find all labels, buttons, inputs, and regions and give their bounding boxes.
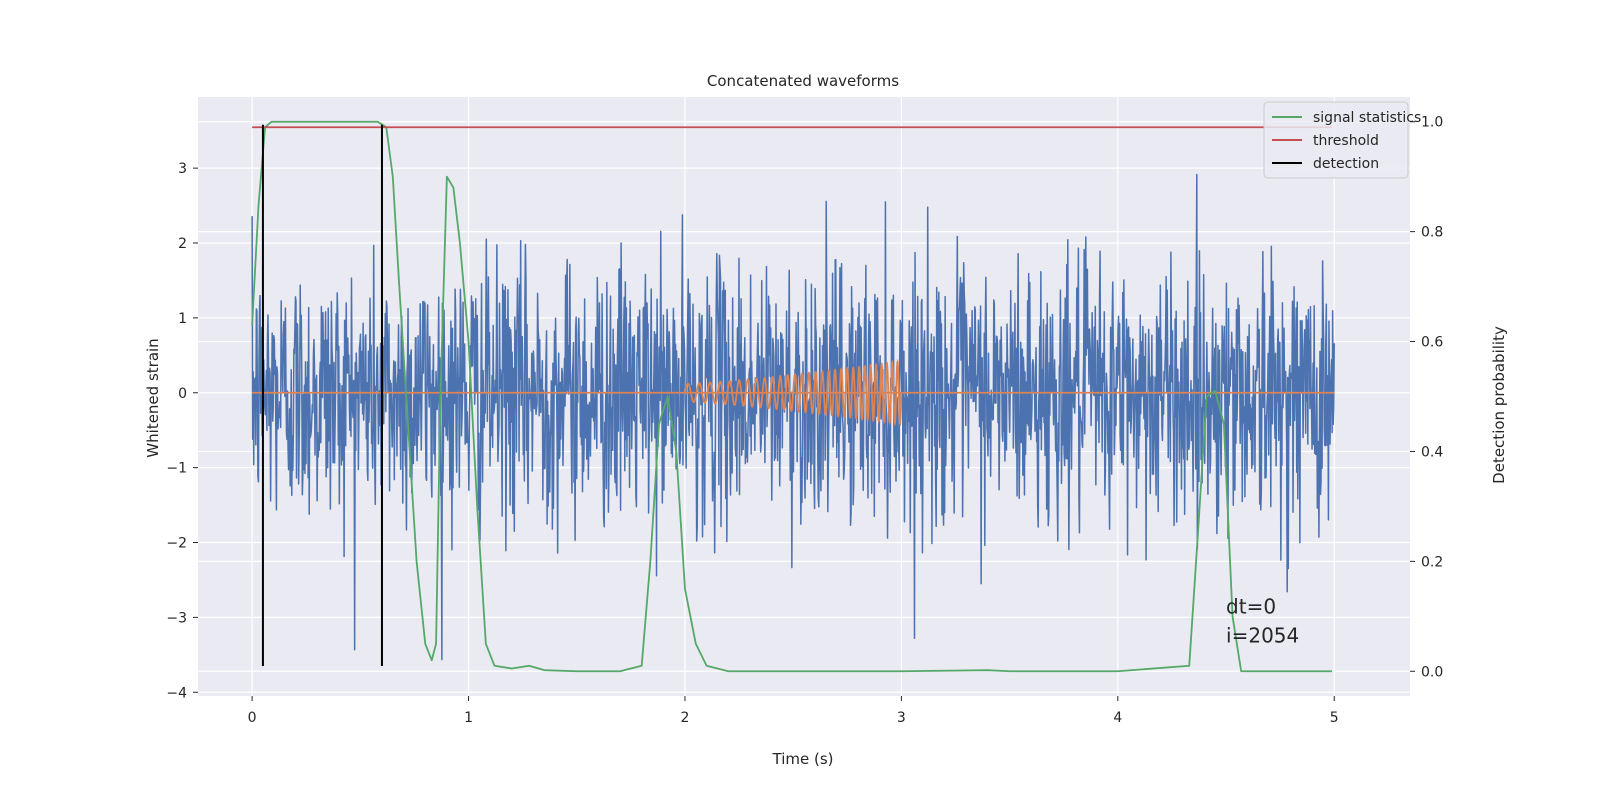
y-tick-label: −2 [166,536,187,552]
x-tick-label: 3 [897,710,906,726]
signal-statistics-line [251,120,1333,673]
y2-tick-label: 0.8 [1421,225,1443,241]
y2-tick-label: 0.4 [1421,444,1443,460]
chart-title: Concatenated waveforms [707,72,899,90]
x-tick-label: 1 [464,710,473,726]
annotation-line-index: i=2054 [1226,624,1299,648]
x-tick-label: 0 [248,710,257,726]
annotation-line-dt: dt=0 [1226,595,1276,619]
x-tick-label: 5 [1330,710,1339,726]
template-chirp-line [684,358,903,427]
x-tick-label: 2 [681,710,690,726]
legend: signal statistics threshold detection [1263,101,1421,179]
y2-tick-label: 0.2 [1421,554,1443,570]
y-tick-label: −3 [166,610,187,626]
legend-box [1263,101,1409,179]
y2-tick-label: 1.0 [1421,115,1443,131]
y-tick-label: 3 [178,161,187,177]
y-tick-label: 2 [178,236,187,252]
x-axis-label: Time (s) [772,750,834,768]
y2-tick-label: 0.6 [1421,335,1443,351]
y-tick-label: −1 [166,461,187,477]
y2-tick-label: 0.0 [1421,664,1443,680]
y-tick-label: 1 [178,311,187,327]
legend-label-signal-statistics: signal statistics [1313,110,1421,126]
strain-series-line [251,173,1335,661]
template-series-layer [252,358,1335,427]
annotation: dt=0 i=2054 [1226,595,1299,648]
legend-label-threshold: threshold [1313,133,1379,149]
y-axis-label: Whitened strain [144,338,162,457]
signal-statistics-layer [251,120,1333,673]
axes-layer: 0 1 2 3 4 5 −4 −3 −2 −1 0 1 2 3 0.0 0.2 0.4 0.6 0.8 1.0 [166,115,1443,726]
strain-series-layer [251,173,1335,661]
y2-axis-label: Detection probability [1490,326,1508,484]
y-tick-label: −4 [166,685,187,701]
legend-label-detection: detection [1313,156,1379,172]
x-tick-label: 4 [1113,710,1122,726]
y-tick-label: 0 [178,386,187,402]
detection-layer [261,124,383,667]
